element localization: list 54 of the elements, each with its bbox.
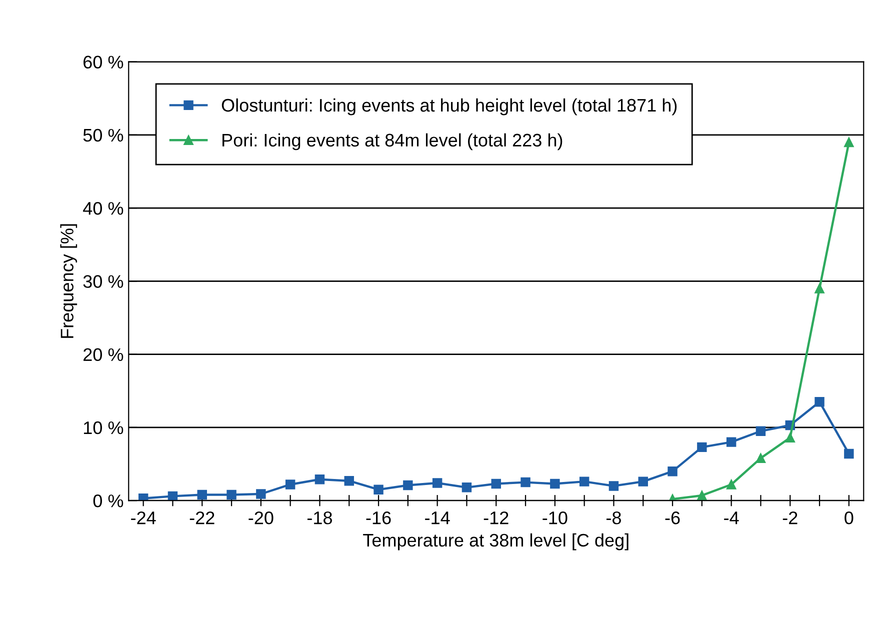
point [756,453,766,464]
point [756,426,766,436]
x-tick-label: -14 [425,512,450,524]
point [697,490,707,500]
point [285,480,296,490]
point [168,491,178,501]
x-tick-label: -16 [366,511,391,524]
point [520,477,530,488]
y-tick-label: 50 % [83,128,124,142]
y-axis-title: Frequency [%] [60,224,78,338]
x-tick-label: -6 [665,511,680,524]
point [226,490,236,500]
point [314,474,325,484]
x-tick-label: -24 [131,511,156,524]
point [491,478,501,489]
point [197,490,207,500]
x-tick-label: -2 [782,511,798,524]
point [814,396,824,407]
point [638,476,648,486]
point [844,137,854,148]
point [256,489,266,499]
legend-label: Pori: Icing events at 84m level (total 223 h) [222,133,562,150]
y-tick-label: 60 % [84,56,124,69]
point [579,476,590,486]
y-tick-label: 20 % [84,348,124,362]
point [814,284,824,294]
x-tick-label: -18 [307,511,332,524]
point [344,476,354,486]
y-tick-label: 40 % [83,202,124,215]
x-tick-label: -12 [484,511,508,524]
point [550,478,560,489]
point [462,482,472,492]
point [608,481,619,491]
point [726,480,736,490]
x-tick-label: -4 [724,512,739,524]
point [432,478,442,488]
x-tick-label: 0 [844,511,854,524]
y-tick-label: 10 % [84,421,124,434]
point [844,448,854,459]
x-tick-label: -20 [248,511,274,524]
point [726,437,736,447]
point [403,480,413,490]
point [374,484,384,494]
point [785,432,795,443]
x-tick-label: -10 [542,511,568,524]
y-tick-label: 30 % [83,275,124,288]
x-axis-title: Temperature at 38m level [C deg] [363,533,628,550]
point [138,494,148,501]
y-tick-label: 0 % [93,494,124,508]
point [668,466,678,476]
point [697,442,707,452]
x-tick-label: -22 [190,511,214,524]
legend-label: Olostunturi: Icing events at hub height level (total 1871 h) [222,98,677,116]
x-tick-label: -8 [606,511,621,524]
